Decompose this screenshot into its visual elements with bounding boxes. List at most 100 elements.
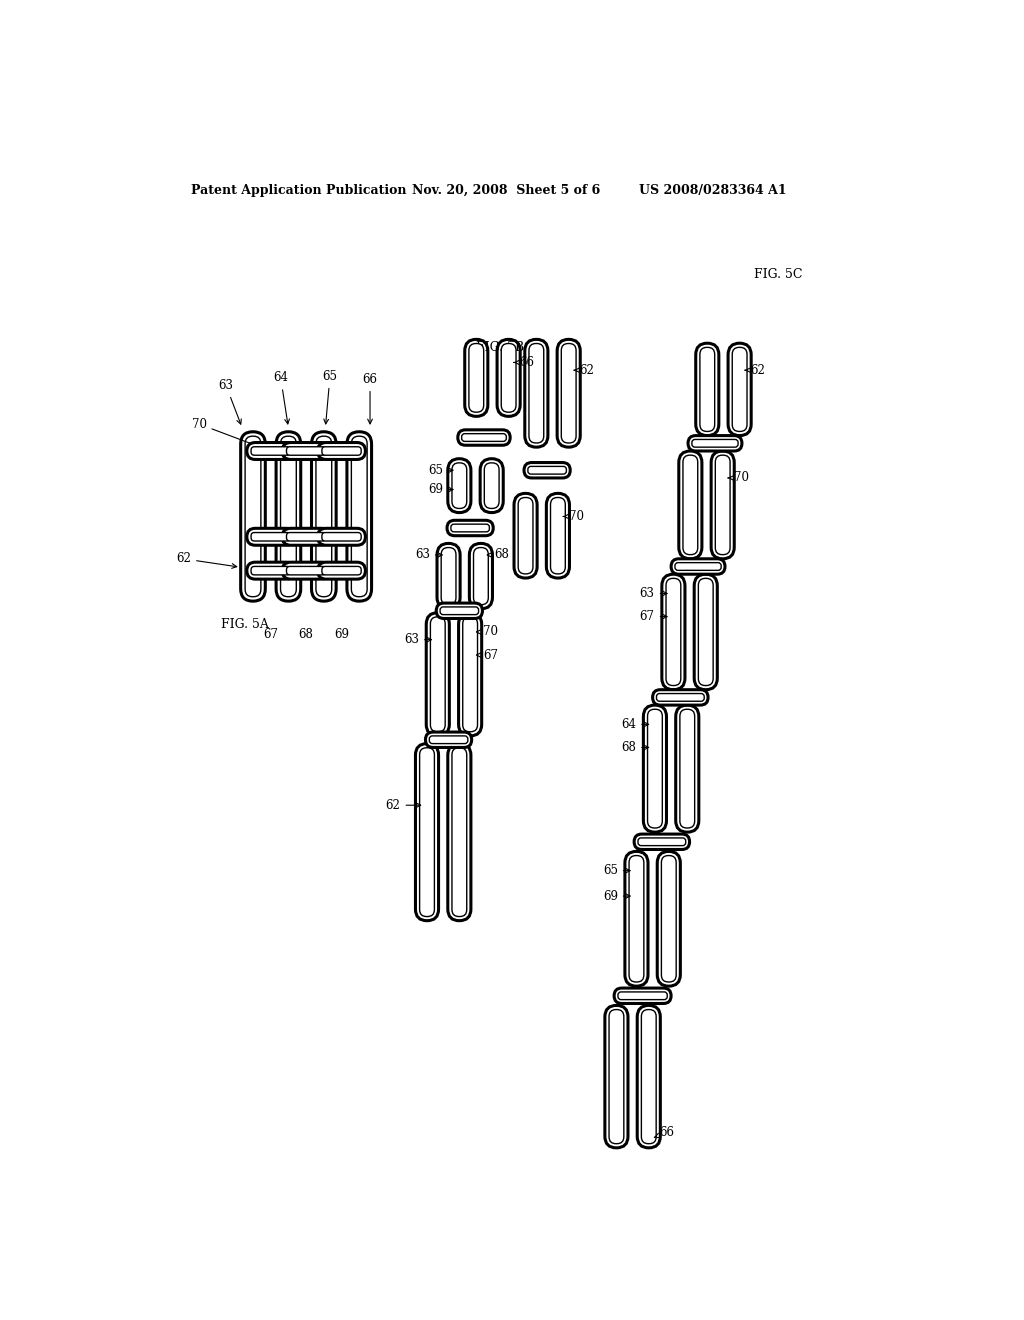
FancyBboxPatch shape — [429, 737, 468, 743]
FancyBboxPatch shape — [625, 851, 648, 986]
FancyBboxPatch shape — [614, 989, 671, 1003]
FancyBboxPatch shape — [322, 532, 361, 541]
Text: 65: 65 — [428, 463, 453, 477]
FancyBboxPatch shape — [641, 1010, 656, 1143]
FancyBboxPatch shape — [547, 494, 569, 578]
FancyBboxPatch shape — [683, 455, 697, 554]
FancyBboxPatch shape — [694, 574, 717, 689]
Text: 68: 68 — [487, 548, 509, 561]
FancyBboxPatch shape — [529, 343, 544, 444]
FancyBboxPatch shape — [322, 566, 361, 576]
FancyBboxPatch shape — [347, 432, 372, 601]
FancyBboxPatch shape — [281, 436, 296, 597]
FancyBboxPatch shape — [416, 743, 438, 921]
FancyBboxPatch shape — [647, 709, 663, 828]
Text: 69: 69 — [603, 890, 630, 903]
Text: 70: 70 — [191, 417, 267, 450]
FancyBboxPatch shape — [283, 442, 330, 459]
Text: 64: 64 — [622, 718, 648, 731]
FancyBboxPatch shape — [497, 339, 520, 416]
FancyBboxPatch shape — [287, 566, 326, 576]
FancyBboxPatch shape — [679, 451, 701, 558]
FancyBboxPatch shape — [656, 693, 705, 701]
Text: 70: 70 — [728, 471, 749, 484]
FancyBboxPatch shape — [311, 432, 336, 601]
FancyBboxPatch shape — [688, 436, 742, 451]
Text: 63: 63 — [415, 548, 442, 561]
FancyBboxPatch shape — [251, 566, 291, 576]
FancyBboxPatch shape — [524, 462, 570, 478]
Text: 69: 69 — [334, 628, 349, 642]
FancyBboxPatch shape — [430, 616, 445, 731]
FancyBboxPatch shape — [420, 747, 434, 916]
Text: 70: 70 — [563, 510, 584, 523]
FancyBboxPatch shape — [652, 689, 708, 705]
FancyBboxPatch shape — [247, 528, 295, 545]
FancyBboxPatch shape — [283, 528, 330, 545]
FancyBboxPatch shape — [447, 459, 471, 512]
FancyBboxPatch shape — [425, 733, 472, 747]
Text: 63: 63 — [218, 379, 242, 424]
FancyBboxPatch shape — [662, 855, 676, 982]
FancyBboxPatch shape — [287, 446, 326, 455]
FancyBboxPatch shape — [463, 616, 477, 731]
Text: 62: 62 — [574, 363, 595, 376]
FancyBboxPatch shape — [528, 466, 566, 474]
FancyBboxPatch shape — [451, 524, 489, 532]
Text: Patent Application Publication: Patent Application Publication — [190, 185, 407, 197]
FancyBboxPatch shape — [247, 562, 295, 579]
FancyBboxPatch shape — [441, 548, 456, 605]
FancyBboxPatch shape — [436, 603, 482, 619]
FancyBboxPatch shape — [637, 1006, 660, 1148]
FancyBboxPatch shape — [241, 432, 265, 601]
FancyBboxPatch shape — [287, 532, 326, 541]
FancyBboxPatch shape — [245, 436, 261, 597]
Text: FIG. 5B: FIG. 5B — [475, 341, 523, 354]
Text: 66: 66 — [654, 1126, 675, 1139]
FancyBboxPatch shape — [283, 562, 330, 579]
FancyBboxPatch shape — [440, 607, 478, 615]
FancyBboxPatch shape — [524, 339, 548, 447]
FancyBboxPatch shape — [551, 498, 565, 574]
FancyBboxPatch shape — [675, 562, 721, 570]
Text: 69: 69 — [428, 483, 453, 496]
FancyBboxPatch shape — [617, 991, 668, 999]
FancyBboxPatch shape — [634, 834, 689, 850]
FancyBboxPatch shape — [251, 532, 291, 541]
Text: 65: 65 — [323, 370, 338, 424]
Text: Nov. 20, 2008  Sheet 5 of 6: Nov. 20, 2008 Sheet 5 of 6 — [412, 185, 600, 197]
FancyBboxPatch shape — [317, 528, 366, 545]
Text: 68: 68 — [299, 628, 313, 642]
FancyBboxPatch shape — [473, 548, 488, 605]
FancyBboxPatch shape — [447, 520, 494, 536]
Text: FIG. 5A: FIG. 5A — [221, 618, 269, 631]
Text: 62: 62 — [745, 363, 766, 376]
FancyBboxPatch shape — [462, 434, 506, 441]
Text: 64: 64 — [273, 371, 290, 424]
FancyBboxPatch shape — [666, 578, 681, 685]
FancyBboxPatch shape — [426, 612, 450, 737]
FancyBboxPatch shape — [251, 446, 291, 455]
FancyBboxPatch shape — [351, 436, 368, 597]
FancyBboxPatch shape — [657, 851, 680, 986]
FancyBboxPatch shape — [247, 442, 295, 459]
Text: 63: 63 — [640, 587, 667, 601]
FancyBboxPatch shape — [469, 544, 493, 609]
FancyBboxPatch shape — [609, 1010, 624, 1143]
FancyBboxPatch shape — [317, 442, 366, 459]
Text: 67: 67 — [263, 628, 279, 642]
FancyBboxPatch shape — [459, 612, 481, 737]
Text: 68: 68 — [622, 741, 648, 754]
FancyBboxPatch shape — [322, 446, 361, 455]
FancyBboxPatch shape — [629, 855, 644, 982]
FancyBboxPatch shape — [452, 463, 467, 508]
FancyBboxPatch shape — [643, 705, 667, 832]
FancyBboxPatch shape — [561, 343, 577, 444]
Text: 62: 62 — [176, 552, 237, 569]
Text: 63: 63 — [404, 634, 431, 647]
FancyBboxPatch shape — [671, 558, 725, 574]
FancyBboxPatch shape — [676, 705, 698, 832]
FancyBboxPatch shape — [680, 709, 694, 828]
FancyBboxPatch shape — [469, 343, 483, 412]
Text: 66: 66 — [514, 356, 535, 370]
